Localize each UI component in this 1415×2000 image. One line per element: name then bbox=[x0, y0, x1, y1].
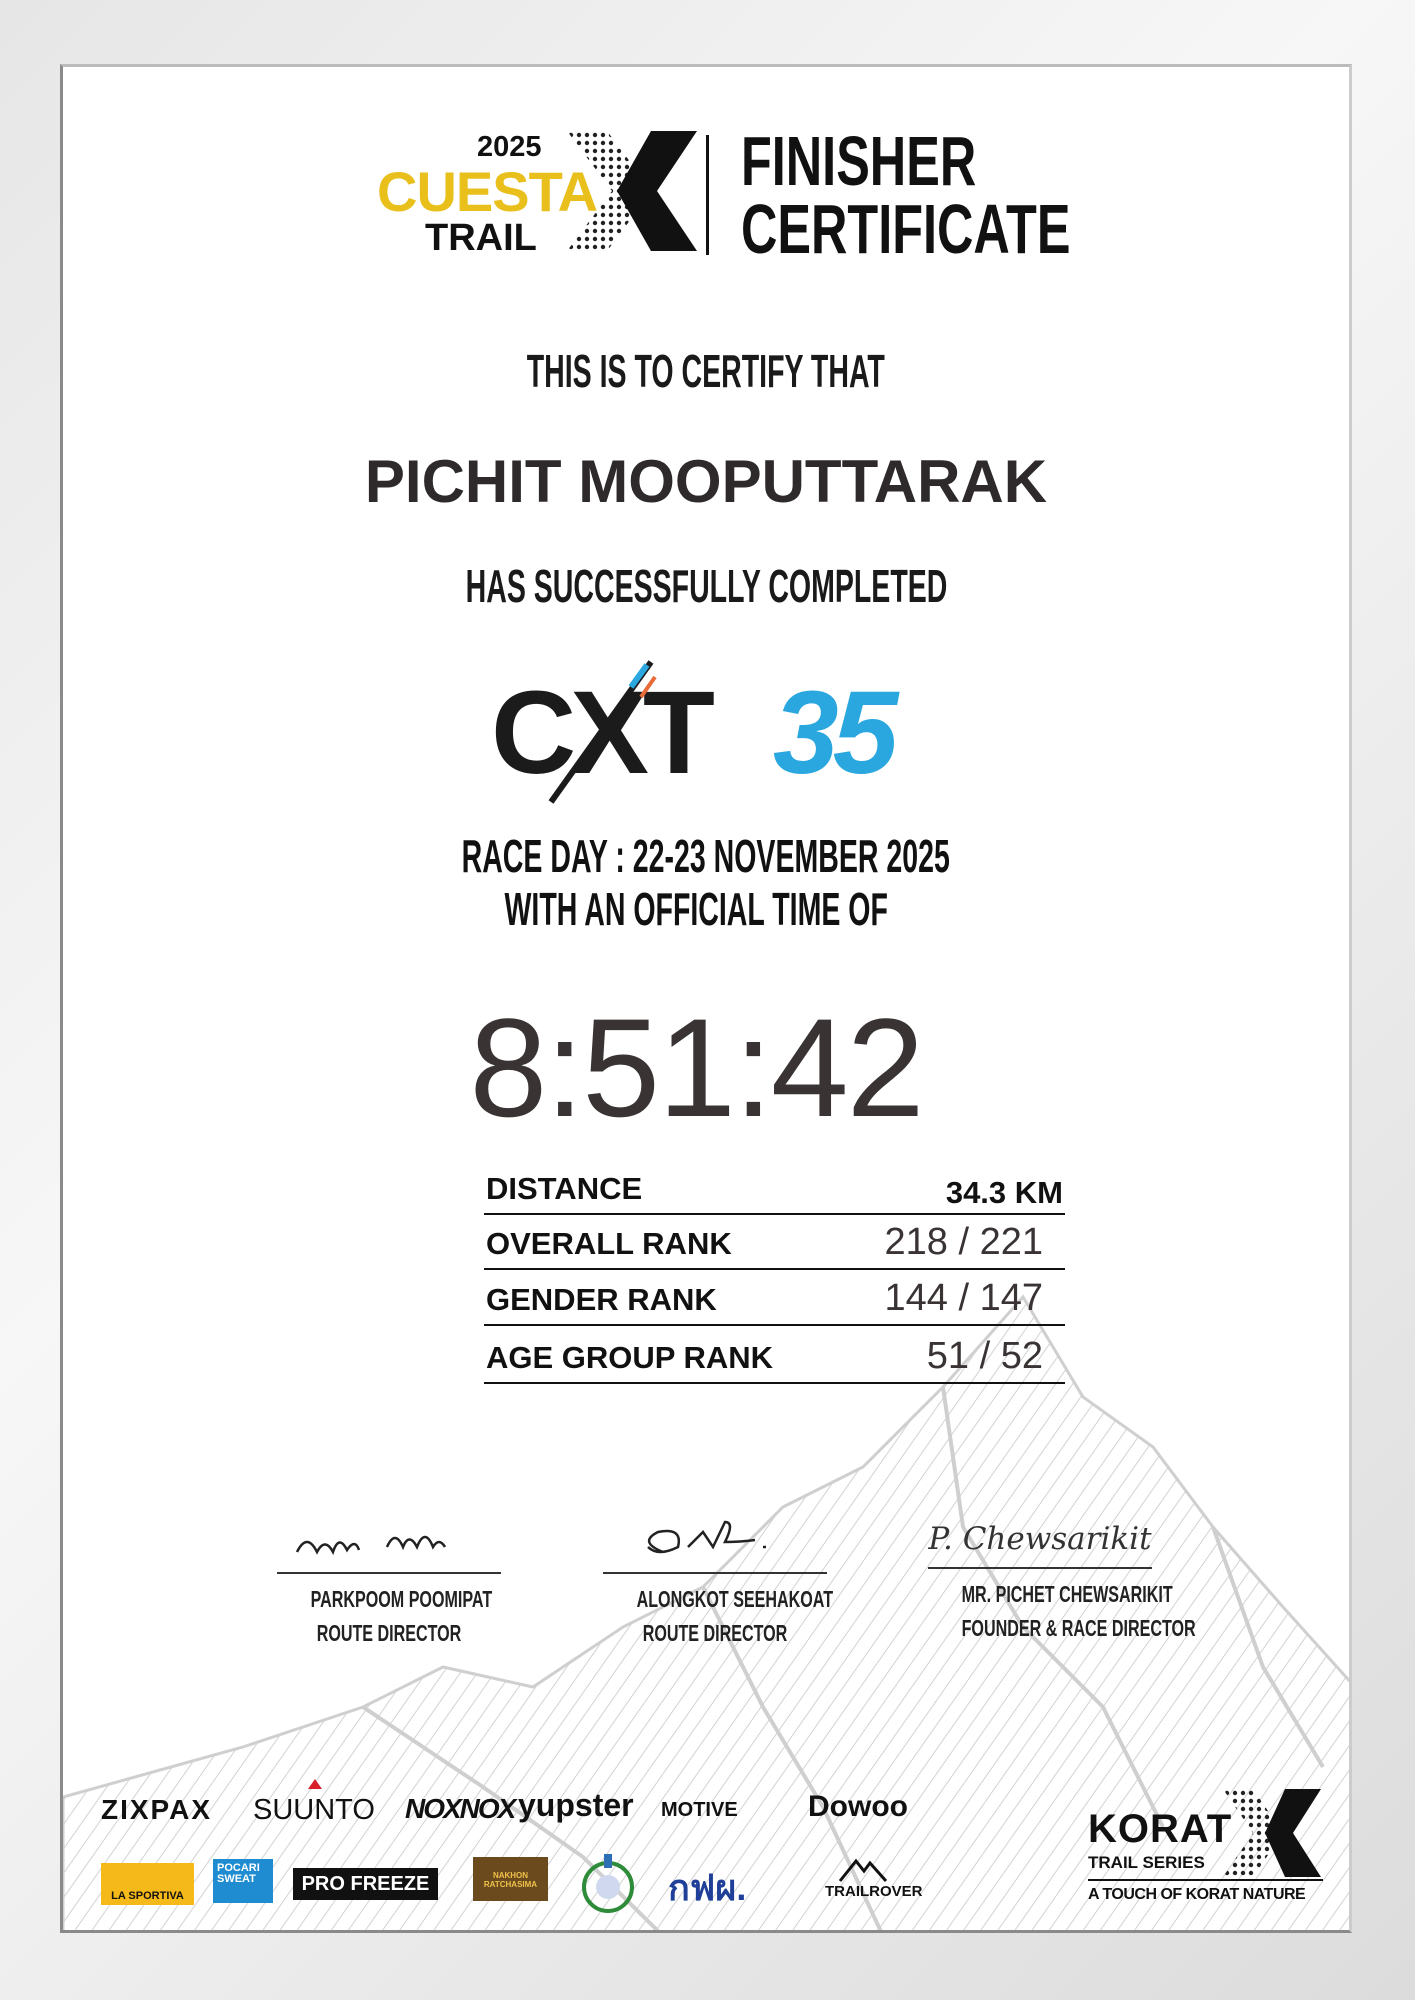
korat-divider bbox=[1088, 1879, 1323, 1881]
cuesta-trail-logo: 2025 CUESTA TRAIL bbox=[377, 131, 707, 259]
sponsor-pocari-sweat: POCARI SWEAT bbox=[213, 1859, 273, 1903]
signature-block-2: ALONGKOT SEEHAKOAT ROUTE DIRECTOR bbox=[603, 1507, 834, 1650]
handwritten-signature bbox=[295, 1535, 447, 1556]
certificate: 2025 CUESTA TRAIL FINISHER CERTIFICATE T… bbox=[60, 64, 1352, 1933]
sponsor-pro-freeze: PRO FREEZE bbox=[293, 1868, 438, 1900]
korat-x-icon bbox=[1223, 1789, 1321, 1877]
korat-trail-series-logo: KORAT TRAIL SERIES A TOUCH OF KORAT NATU… bbox=[1088, 1789, 1328, 1909]
result-label: DISTANCE bbox=[486, 1171, 643, 1206]
certify-text: THIS IS TO CERTIFY THAT bbox=[526, 345, 886, 397]
signatory-name: PARKPOOM POOMIPAT bbox=[310, 1586, 493, 1612]
result-label: AGE GROUP RANK bbox=[486, 1340, 774, 1375]
korat-name: KORAT bbox=[1088, 1807, 1233, 1851]
sponsor-nakhon-ratchasima: NAKHON RATCHASIMA bbox=[473, 1857, 548, 1901]
logo-word-trail: TRAIL bbox=[425, 217, 537, 259]
signature-block-3: P. Chewsarikit MR. PICHET CHEWSARIKIT FO… bbox=[928, 1507, 1196, 1645]
sponsor-zixpax: ZIXPAX bbox=[101, 1794, 213, 1825]
handwritten-signature: P. Chewsarikit bbox=[928, 1521, 1152, 1557]
sponsor-motive: MOTIVE bbox=[661, 1799, 738, 1821]
result-value: 218 / 221 bbox=[884, 1221, 1043, 1263]
result-row-distance: DISTANCE 34.3 KM bbox=[484, 1165, 1065, 1215]
title-block: FINISHER CERTIFICATE bbox=[741, 122, 1199, 268]
sponsor-noxnox: NOXNOX bbox=[405, 1793, 516, 1824]
signatory-role: ROUTE DIRECTOR bbox=[316, 1620, 462, 1646]
signatory-role: FOUNDER & RACE DIRECTOR bbox=[961, 1615, 1196, 1641]
signatory-name: MR. PICHET CHEWSARIKIT bbox=[961, 1581, 1173, 1607]
sponsor-la-sportiva: LA SPORTIVA bbox=[101, 1863, 194, 1905]
signatory-name: ALONGKOT SEEHAKOAT bbox=[636, 1586, 834, 1612]
sponsor-dowoo: Dowoo bbox=[808, 1790, 908, 1823]
logo-year: 2025 bbox=[477, 131, 542, 163]
handwritten-signature bbox=[647, 1520, 766, 1554]
korat-tagline: A TOUCH OF KORAT NATURE bbox=[1088, 1886, 1306, 1903]
trailrover-mountain-icon bbox=[838, 1858, 888, 1882]
official-time-label: WITH AN OFFICIAL TIME OF bbox=[504, 883, 888, 935]
official-time: 8:51:42 bbox=[469, 989, 924, 1146]
result-row-overall: OVERALL RANK 218 / 221 bbox=[484, 1220, 1065, 1270]
signature-block-1: PARKPOOM POOMIPAT ROUTE DIRECTOR bbox=[277, 1507, 501, 1650]
race-logo-distance: 35 bbox=[773, 667, 898, 799]
sponsor-egat: กฟผ. bbox=[668, 1867, 747, 1908]
finisher-name: PICHIT MOOPUTTARAK bbox=[364, 448, 1048, 515]
result-row-age-group: AGE GROUP RANK 51 / 52 bbox=[484, 1334, 1065, 1384]
result-label: OVERALL RANK bbox=[486, 1226, 732, 1261]
slash-stripe-icon bbox=[548, 660, 657, 804]
x-logo-icon bbox=[567, 131, 697, 251]
sponsor-trailrover: TRAILROVER bbox=[825, 1883, 923, 1900]
korat-series: TRAIL SERIES bbox=[1088, 1853, 1205, 1872]
race-day: RACE DAY : 22-23 NOVEMBER 2025 bbox=[461, 830, 951, 882]
result-value: 144 / 147 bbox=[884, 1277, 1043, 1319]
race-logo: CXT 35 bbox=[491, 657, 941, 804]
title-certificate: CERTIFICATE bbox=[741, 190, 1071, 268]
logo-word-cuesta: CUESTA bbox=[377, 160, 598, 223]
result-row-gender: GENDER RANK 144 / 147 bbox=[484, 1276, 1065, 1326]
suunto-triangle-icon bbox=[308, 1779, 322, 1789]
title-finisher: FINISHER bbox=[741, 122, 977, 200]
signatory-role: ROUTE DIRECTOR bbox=[642, 1620, 788, 1646]
result-value: 34.3 KM bbox=[945, 1175, 1063, 1210]
provincial-seal-icon bbox=[582, 1854, 634, 1913]
result-label: GENDER RANK bbox=[486, 1282, 717, 1317]
completed-text: HAS SUCCESSFULLY COMPLETED bbox=[465, 560, 947, 612]
sponsor-yupster: yupster bbox=[518, 1787, 634, 1823]
header-divider bbox=[706, 135, 709, 255]
sponsor-suunto: SUUNTO bbox=[253, 1794, 375, 1826]
result-value: 51 / 52 bbox=[926, 1335, 1043, 1377]
mountain-background bbox=[63, 1294, 1349, 1930]
